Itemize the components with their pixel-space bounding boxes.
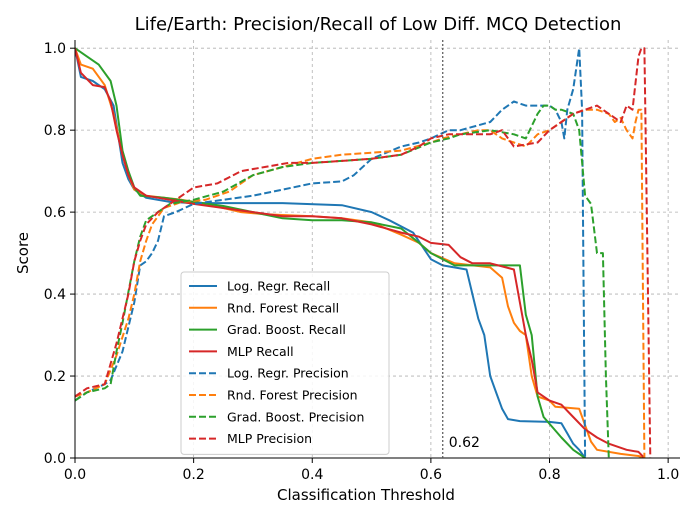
chart-title: Life/Earth: Precision/Recall of Low Diff… bbox=[135, 14, 622, 35]
y-tick-label-1: 0.2 bbox=[44, 369, 66, 385]
ticks: 0.0 0.2 0.4 0.6 0.8 1.0 0.0 0.2 0.4 0.6 0.8 1.0 bbox=[44, 41, 680, 483]
legend: Log. Regr. Recall Rnd. Forest Recall Grad.… bbox=[180, 271, 390, 455]
x-axis-label: Classification Threshold bbox=[277, 486, 455, 504]
legend-label-7: MLP Precision bbox=[227, 431, 312, 446]
series-line-5 bbox=[75, 108, 646, 458]
y-tick-label-5: 1.0 bbox=[44, 41, 66, 57]
series-line-3 bbox=[75, 47, 646, 458]
y-tick-label-4: 0.8 bbox=[44, 123, 66, 139]
x-tick-label-5: 1.0 bbox=[657, 467, 679, 483]
legend-label-2: Grad. Boost. Recall bbox=[227, 322, 346, 337]
threshold-label: 0.62 bbox=[449, 435, 480, 451]
axes bbox=[74, 40, 680, 459]
legend-label-6: Grad. Boost. Precision bbox=[227, 409, 364, 424]
y-tick-label-2: 0.4 bbox=[44, 287, 66, 303]
x-tick-label-4: 0.8 bbox=[538, 467, 560, 483]
legend-label-0: Log. Regr. Recall bbox=[227, 279, 330, 294]
legend-label-1: Rnd. Forest Recall bbox=[227, 300, 339, 315]
legend-frame bbox=[180, 271, 390, 455]
x-tick-label-0: 0.0 bbox=[64, 467, 86, 483]
legend-label-4: Log. Regr. Precision bbox=[227, 366, 349, 381]
y-tick-label-3: 0.6 bbox=[44, 205, 66, 221]
x-tick-label-1: 0.2 bbox=[182, 467, 204, 483]
y-axis-label: Score bbox=[14, 232, 32, 274]
series-line-7 bbox=[75, 47, 652, 458]
y-tick-label-0: 0.0 bbox=[44, 451, 66, 467]
threshold-annotation: 0.62 bbox=[442, 40, 480, 458]
legend-label-5: Rnd. Forest Precision bbox=[227, 388, 358, 403]
series-lines bbox=[75, 47, 652, 458]
series-line-2 bbox=[75, 47, 586, 458]
x-tick-label-2: 0.4 bbox=[301, 467, 323, 483]
legend-label-3: MLP Recall bbox=[227, 344, 294, 359]
x-tick-label-3: 0.6 bbox=[420, 467, 442, 483]
